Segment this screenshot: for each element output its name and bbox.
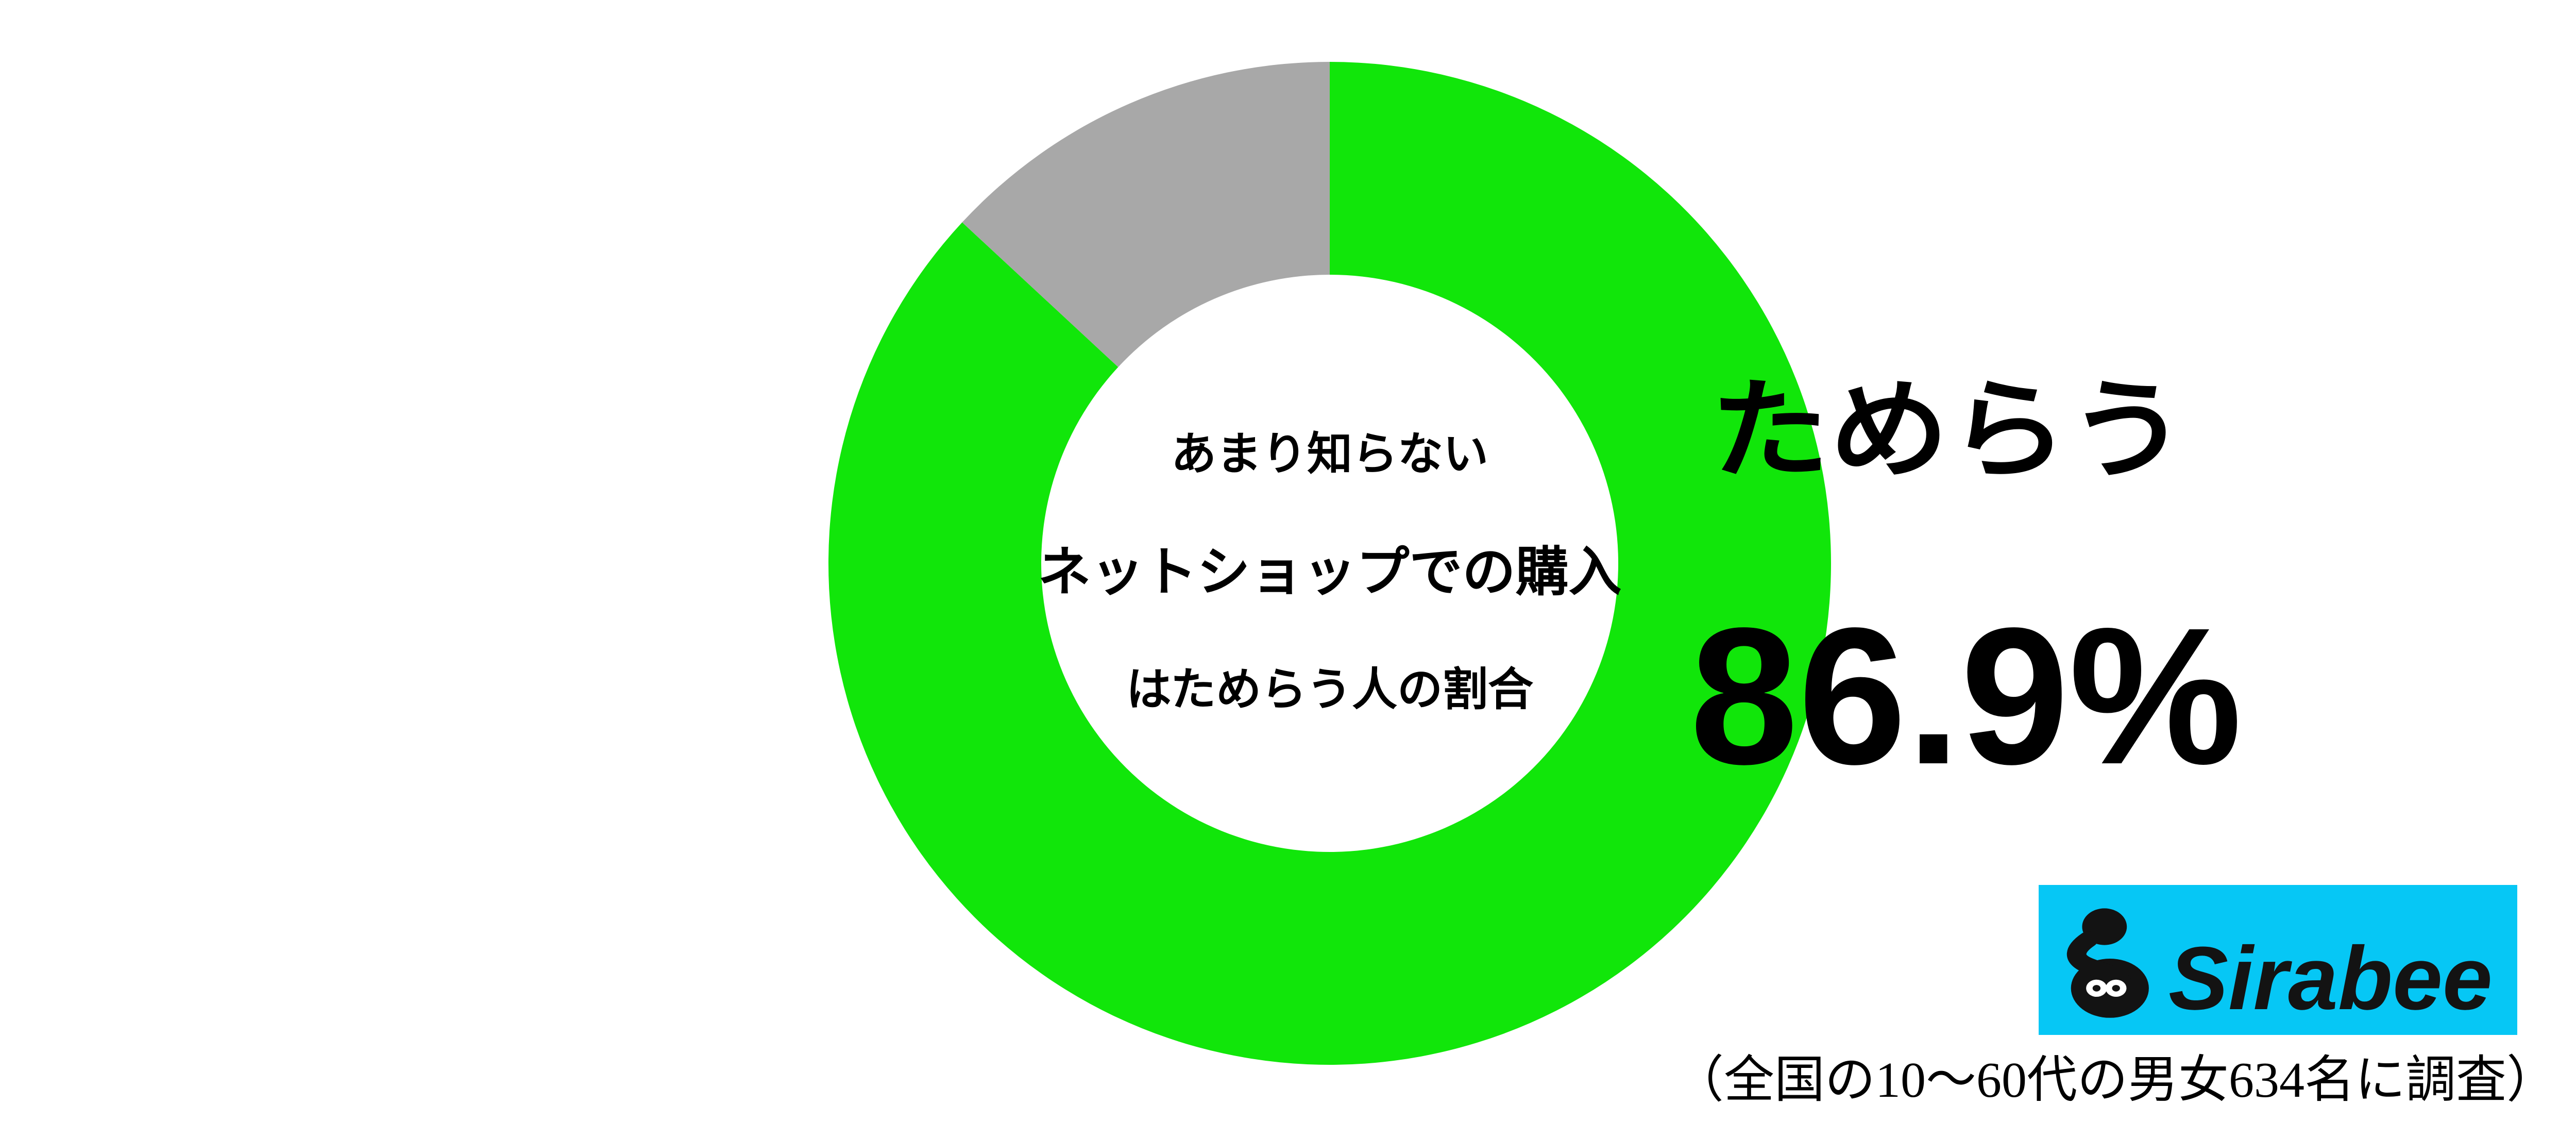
svg-text:はためらう人の割合: はためらう人の割合 bbox=[1126, 664, 1533, 715]
svg-text:あまり知らない: あまり知らない bbox=[1171, 428, 1488, 479]
svg-text:（全国の10～60代の男女634名に調査）: （全国の10～60代の男女634名に調査） bbox=[1673, 1052, 2557, 1108]
svg-text:86.9%: 86.9% bbox=[1690, 588, 2242, 805]
svg-text:Sirabee: Sirabee bbox=[2168, 928, 2493, 1028]
svg-text:ためらう: ためらう bbox=[1710, 370, 2187, 491]
svg-text:ネットショップでの購入: ネットショップでの購入 bbox=[1038, 542, 1622, 601]
